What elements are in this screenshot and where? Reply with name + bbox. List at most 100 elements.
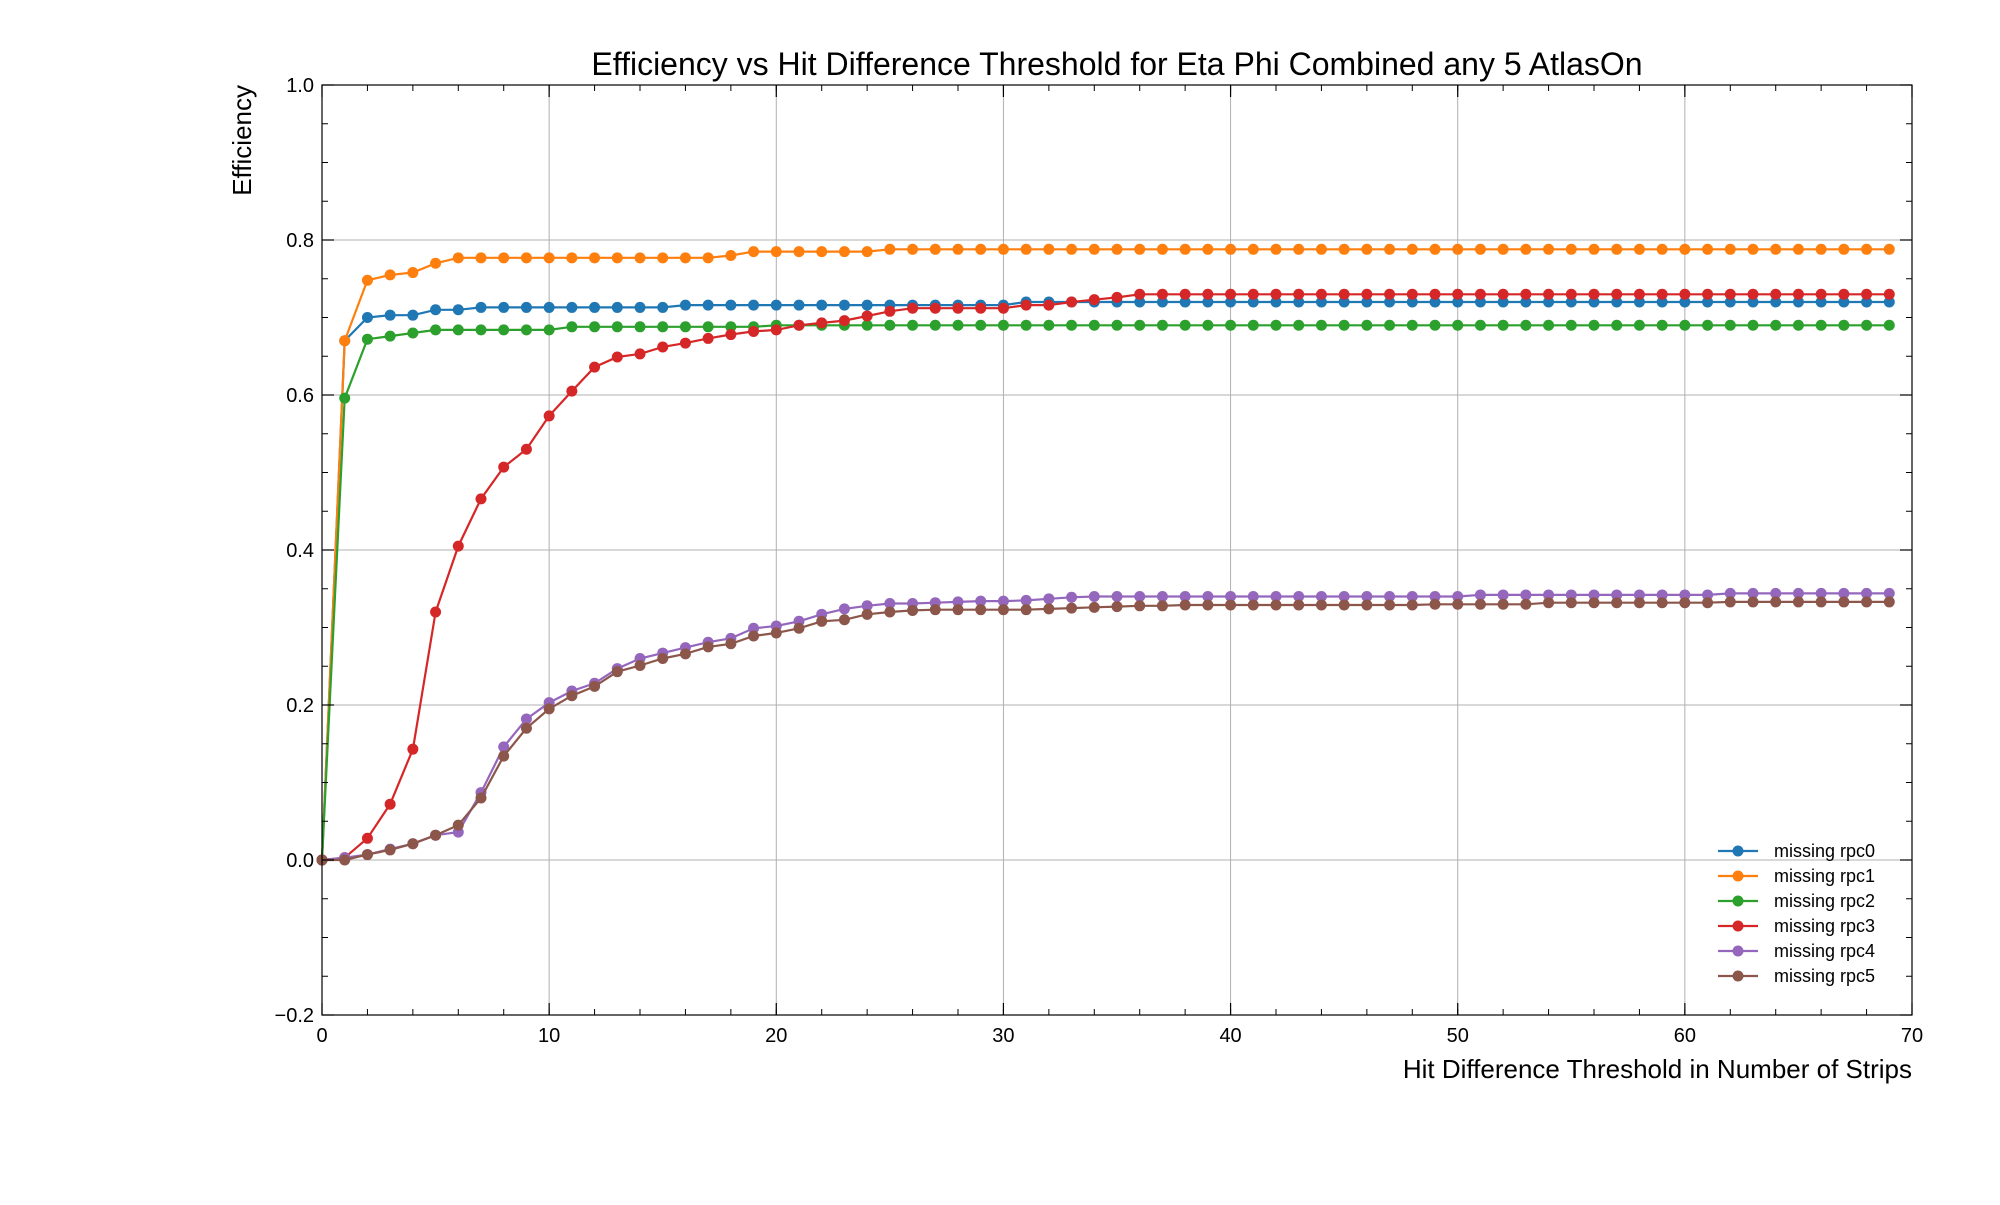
data-point — [520, 252, 532, 264]
data-point — [1225, 296, 1237, 308]
data-point — [748, 630, 760, 642]
data-point — [1815, 319, 1827, 331]
data-point — [1429, 319, 1441, 331]
data-point — [1111, 243, 1123, 255]
data-point — [1633, 597, 1645, 609]
data-point — [1338, 288, 1350, 300]
data-point — [1543, 243, 1555, 255]
data-point — [861, 600, 873, 612]
data-point — [1543, 597, 1555, 609]
data-point — [1633, 296, 1645, 308]
x-tick-label: 10 — [538, 1025, 560, 1047]
data-point — [1520, 243, 1532, 255]
data-point — [1815, 243, 1827, 255]
y-tick-label: −0.2 — [275, 1005, 314, 1027]
data-point — [1156, 319, 1168, 331]
data-point — [1497, 598, 1509, 610]
data-point — [1770, 319, 1782, 331]
data-point — [1361, 243, 1373, 255]
data-point — [884, 319, 896, 331]
data-point — [770, 627, 782, 639]
data-point — [748, 246, 760, 258]
ticks: 0 10 20 30 40 50 60 70 −0.2 0.0 0.2 0.4 0.6 0.8 1.0 — [275, 75, 1924, 1047]
legend-item: missing rpc2 — [1718, 891, 1875, 911]
data-point — [1134, 296, 1146, 308]
data-point — [838, 603, 850, 615]
data-point — [679, 321, 691, 333]
data-point — [566, 385, 578, 397]
data-point — [452, 324, 464, 336]
data-point — [361, 849, 373, 861]
series-missing-rpc5 — [316, 596, 1895, 866]
data-point — [1770, 596, 1782, 608]
data-point — [1088, 294, 1100, 306]
data-point — [1815, 288, 1827, 300]
data-point — [1452, 243, 1464, 255]
data-point — [1429, 598, 1441, 610]
data-point — [498, 461, 510, 473]
data-point — [1293, 599, 1305, 611]
data-point — [430, 257, 442, 269]
data-point — [1838, 587, 1850, 599]
data-point — [975, 243, 987, 255]
data-point — [1747, 587, 1759, 599]
data-point — [1452, 598, 1464, 610]
data-point — [907, 243, 919, 255]
data-point — [543, 252, 555, 264]
data-point — [1384, 288, 1396, 300]
legend-label: missing rpc2 — [1774, 891, 1875, 911]
data-point — [566, 690, 578, 702]
data-point — [679, 299, 691, 311]
data-point — [1883, 596, 1895, 608]
data-point — [384, 269, 396, 281]
data-point — [520, 443, 532, 455]
data-point — [816, 317, 828, 329]
data-point — [1247, 288, 1259, 300]
data-point — [1134, 288, 1146, 300]
data-point — [430, 324, 442, 336]
data-point — [1883, 243, 1895, 255]
y-tick-label: 0.6 — [286, 385, 314, 407]
data-point — [1724, 319, 1736, 331]
data-point — [1270, 319, 1282, 331]
data-point — [384, 330, 396, 342]
data-point — [1406, 296, 1418, 308]
data-point — [1111, 601, 1123, 613]
data-point — [1179, 319, 1191, 331]
data-point — [1679, 319, 1691, 331]
data-point — [634, 252, 646, 264]
legend-swatch-marker — [1732, 920, 1744, 932]
y-axis-title: Efficiency — [227, 85, 257, 196]
data-point — [997, 302, 1009, 314]
data-point — [1861, 243, 1873, 255]
data-point — [679, 337, 691, 349]
data-point — [1611, 243, 1623, 255]
data-point — [1838, 243, 1850, 255]
data-point — [861, 246, 873, 258]
data-point — [975, 604, 987, 616]
data-point — [952, 319, 964, 331]
data-point — [1497, 243, 1509, 255]
data-point — [1315, 243, 1327, 255]
data-point — [1838, 288, 1850, 300]
data-point — [1747, 243, 1759, 255]
data-point — [498, 324, 510, 336]
series-layer — [316, 243, 1895, 866]
data-point — [702, 332, 714, 344]
data-point — [770, 299, 782, 311]
data-point — [1384, 243, 1396, 255]
data-point — [1043, 593, 1055, 605]
data-point — [1815, 296, 1827, 308]
data-point — [430, 829, 442, 841]
y-tick-label: 1.0 — [286, 75, 314, 97]
data-point — [1883, 319, 1895, 331]
data-point — [1452, 319, 1464, 331]
legend-swatch-marker — [1732, 870, 1744, 882]
legend-swatch-marker — [1732, 845, 1744, 857]
data-point — [1497, 319, 1509, 331]
data-point — [1293, 288, 1305, 300]
data-point — [611, 301, 623, 313]
data-point — [1679, 288, 1691, 300]
data-point — [1838, 319, 1850, 331]
data-point — [634, 301, 646, 313]
